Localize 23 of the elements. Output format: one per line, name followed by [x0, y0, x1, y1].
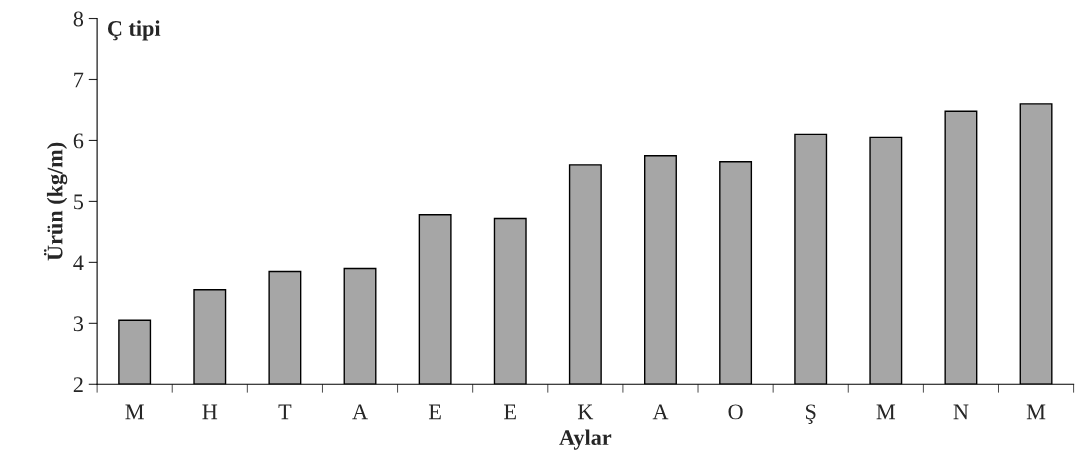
y-tick-label: 5 — [74, 194, 84, 210]
y-tick-label: 2 — [73, 377, 83, 392]
x-tick-label: H — [202, 404, 218, 420]
x-tick-label: M — [1026, 404, 1046, 420]
y-axis-title: Ürün (kg/m) — [43, 142, 68, 261]
x-axis-title: Aylar — [559, 429, 612, 450]
x-tick-label: M — [876, 404, 896, 420]
x-tick-label: O — [728, 404, 743, 420]
y-tick-label: 4 — [73, 255, 84, 271]
x-tick-label: K — [577, 404, 594, 420]
x-tick-label: E — [428, 404, 441, 420]
x-tick-label: N — [953, 404, 969, 420]
y-tick-label: 7 — [74, 72, 84, 88]
x-tick-label: T — [278, 404, 292, 420]
x-tick-label: A — [652, 404, 669, 420]
y-tick-label: 8 — [73, 11, 84, 27]
x-tick-label: Ş — [806, 404, 816, 424]
y-tick-label: 3 — [73, 316, 84, 332]
x-tick-label: A — [352, 404, 368, 420]
x-tick-label: E — [504, 404, 516, 420]
x-tick-label: M — [125, 404, 144, 420]
chart-title: Ç tipi — [107, 20, 161, 41]
y-tick-label: 6 — [73, 133, 84, 149]
